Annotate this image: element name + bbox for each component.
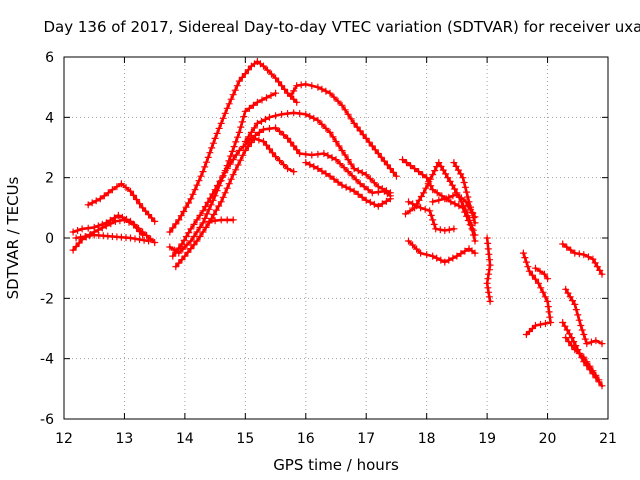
series-markers	[166, 57, 301, 236]
y-tick-label: 0	[45, 231, 54, 247]
x-tick-label: 15	[236, 431, 254, 447]
series-arc25	[562, 334, 603, 384]
series-arc1	[84, 180, 159, 225]
series-markers	[169, 124, 394, 260]
series-arc9	[241, 109, 394, 197]
y-tick-label: -4	[40, 352, 54, 368]
series-arc20	[519, 249, 555, 339]
series-arc15	[404, 237, 479, 266]
data-series	[69, 57, 606, 390]
series-arc22	[559, 240, 606, 278]
series-markers	[404, 237, 479, 266]
series-arc7	[169, 124, 394, 260]
series-arc11	[205, 216, 237, 225]
series-markers	[562, 334, 603, 384]
series-markers	[302, 159, 394, 210]
x-axis-label: GPS time / hours	[273, 456, 399, 474]
y-tick-label: 2	[45, 171, 54, 187]
y-tick-label: -2	[40, 291, 54, 307]
grid	[64, 57, 608, 419]
series-markers	[404, 198, 458, 235]
series-arc8	[172, 134, 298, 271]
series-markers	[450, 159, 479, 227]
x-tick-label: 17	[357, 431, 375, 447]
axis-ticks: 12 13 14 15 16 17 18 19 20 21 -6 -4 -2 0 2 4 6	[40, 50, 617, 447]
y-tick-label: -6	[40, 412, 54, 428]
x-tick-label: 14	[176, 431, 194, 447]
series-arc19	[483, 234, 494, 305]
series-arc6	[166, 57, 301, 236]
series-arc4	[72, 231, 153, 245]
series-arc10	[287, 80, 400, 180]
series-arc18	[450, 159, 479, 227]
series-arc14	[401, 159, 479, 239]
y-axis-label: SDTVAR / TECUs	[4, 176, 22, 299]
x-tick-label: 13	[116, 431, 134, 447]
series-line	[304, 161, 392, 208]
x-tick-label: 20	[539, 431, 557, 447]
chart-title: Day 136 of 2017, Sidereal Day-to-day VTE…	[43, 18, 640, 36]
series-markers	[562, 285, 606, 348]
series-markers	[559, 240, 606, 278]
series-markers	[84, 180, 159, 225]
series-markers	[205, 216, 237, 225]
series-markers	[531, 264, 552, 283]
x-tick-label: 16	[297, 431, 315, 447]
series-markers	[287, 80, 400, 180]
series-markers	[483, 234, 494, 305]
x-tick-label: 19	[478, 431, 496, 447]
x-tick-label: 12	[55, 431, 73, 447]
series-markers	[72, 231, 153, 245]
plot-frame	[63, 56, 609, 420]
series-markers	[519, 249, 555, 339]
series-markers	[172, 134, 298, 271]
x-tick-label: 21	[599, 431, 617, 447]
series-arc12	[302, 159, 394, 210]
y-tick-label: 4	[45, 110, 54, 126]
series-arc16	[404, 198, 458, 235]
x-tick-label: 18	[418, 431, 436, 447]
series-arc23	[562, 285, 606, 348]
series-line	[534, 266, 549, 281]
y-tick-label: 6	[45, 50, 54, 66]
series-line	[174, 137, 296, 269]
series-markers	[241, 109, 394, 197]
series-arc21	[531, 264, 552, 283]
